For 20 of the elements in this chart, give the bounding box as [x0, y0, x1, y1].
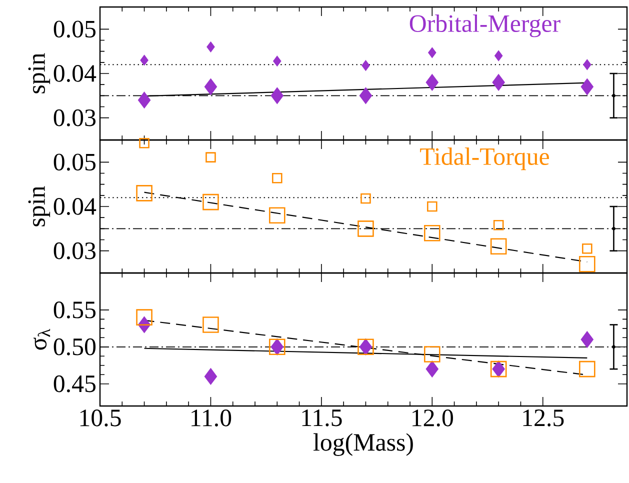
y-tick-label: 0.03	[54, 109, 96, 126]
y-tick-label: 0.50	[54, 338, 96, 356]
x-tick-label: 12.5	[523, 410, 564, 426]
x-tick-label: 12.0	[412, 410, 453, 426]
x-tick-label: 10.5	[80, 410, 121, 426]
y-tick-label: 0.05	[54, 20, 96, 38]
annotation: Orbital-Merger	[410, 14, 560, 38]
y-tick-label: 0.45	[54, 375, 96, 392]
x-tick-label: 11.5	[302, 410, 342, 426]
x-tick-label: 11.0	[192, 410, 232, 426]
y-tick-label: 0.05	[54, 154, 96, 171]
y-axis-title: spin	[28, 186, 50, 226]
y-tick-label: 0.04	[54, 198, 96, 215]
y-tick-label: 0.03	[54, 242, 96, 260]
y-axis-title: spin	[28, 53, 50, 94]
y-axis-title: σ$_{λ}$	[34, 328, 50, 350]
x-axis-title: log(Mass)	[314, 433, 413, 456]
y-tick-label: 0.55	[54, 301, 96, 318]
y-tick-label: 0.04	[54, 65, 96, 82]
annotation: Tidal-Torque	[420, 148, 549, 170]
